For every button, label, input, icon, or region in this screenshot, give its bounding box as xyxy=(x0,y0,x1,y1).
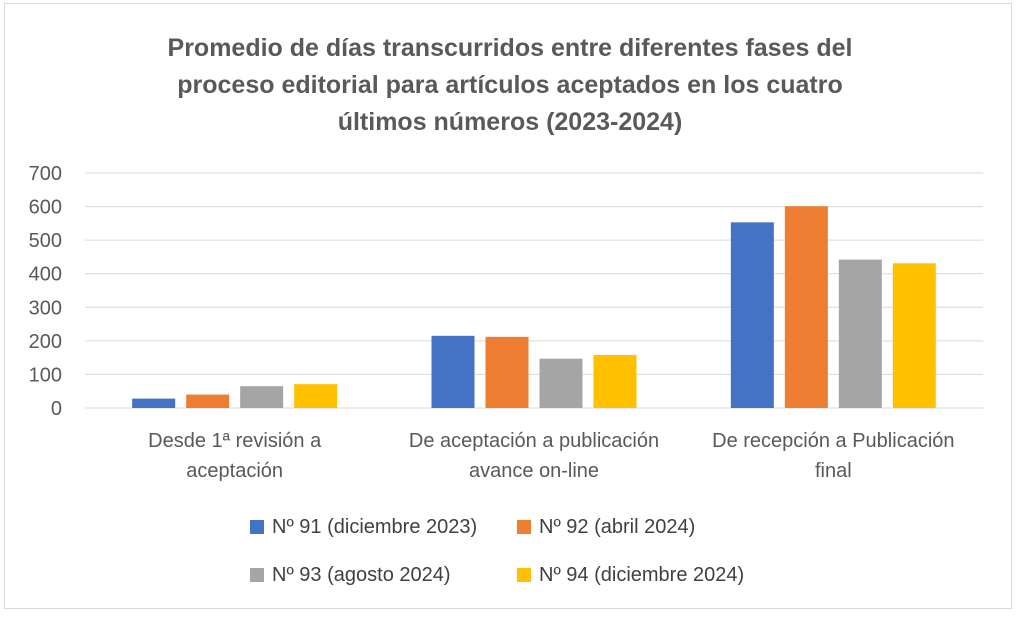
bar-2-category-1 xyxy=(186,394,230,408)
y-tick-label: 200 xyxy=(29,331,62,353)
legend-row-2: Nº 93 (agosto 2024) Nº 94 (diciembre 202… xyxy=(0,560,1018,590)
y-tick-label: 0 xyxy=(51,398,62,420)
x-tick-label: aceptación xyxy=(186,460,283,482)
legend-label-series-3: Nº 93 (agosto 2024) xyxy=(272,563,451,586)
legend-swatch-series-2 xyxy=(517,520,531,534)
y-tick-label: 700 xyxy=(29,163,62,185)
bar-2-category-3 xyxy=(784,206,828,408)
bar-1-category-2 xyxy=(431,335,475,408)
y-tick-label: 600 xyxy=(29,197,62,219)
legend-swatch-series-1 xyxy=(250,520,264,534)
y-tick-label: 500 xyxy=(29,230,62,252)
legend-label-series-4: Nº 94 (diciembre 2024) xyxy=(539,563,745,586)
legend-swatch-series-3 xyxy=(250,568,264,582)
y-tick-label: 400 xyxy=(29,264,62,286)
legend-item-series-3: Nº 93 (agosto 2024) xyxy=(250,560,451,590)
bar-4-category-3 xyxy=(892,263,936,408)
x-tick-label: final xyxy=(815,460,852,482)
legend-item-series-2: Nº 92 (abril 2024) xyxy=(517,512,695,542)
bar-3-category-3 xyxy=(838,259,882,408)
chart-title-line-1: Promedio de días transcurridos entre dif… xyxy=(167,34,853,62)
bar-2-category-2 xyxy=(485,336,529,408)
legend-label-series-1: Nº 91 (diciembre 2023) xyxy=(272,515,478,538)
x-tick-label: De recepción a Publicación xyxy=(712,430,954,452)
legend-swatch-series-4 xyxy=(517,568,531,582)
bar-4-category-1 xyxy=(294,384,338,408)
bar-4-category-2 xyxy=(593,354,637,408)
chart-title-line-3: últimos números (2023-2024) xyxy=(337,108,683,136)
x-tick-label: avance on-line xyxy=(469,460,599,482)
chart-title: Promedio de días transcurridos entre dif… xyxy=(100,30,920,141)
legend-item-series-1: Nº 91 (diciembre 2023) xyxy=(250,512,477,542)
bar-3-category-1 xyxy=(240,386,284,408)
x-tick-label: De aceptación a publicación xyxy=(409,430,659,452)
bar-1-category-3 xyxy=(730,222,774,408)
legend-row-1: Nº 91 (diciembre 2023) Nº 92 (abril 2024… xyxy=(0,512,1018,542)
y-tick-label: 300 xyxy=(29,297,62,319)
legend-label-series-2: Nº 92 (abril 2024) xyxy=(539,515,696,538)
chart-title-line-2: proceso editorial para artículos aceptad… xyxy=(177,71,843,99)
y-tick-label: 100 xyxy=(29,364,62,386)
x-tick-label: Desde 1ª revisión a xyxy=(148,430,322,452)
legend-item-series-4: Nº 94 (diciembre 2024) xyxy=(517,560,744,590)
bar-3-category-2 xyxy=(539,358,583,408)
bar-1-category-1 xyxy=(132,398,176,408)
